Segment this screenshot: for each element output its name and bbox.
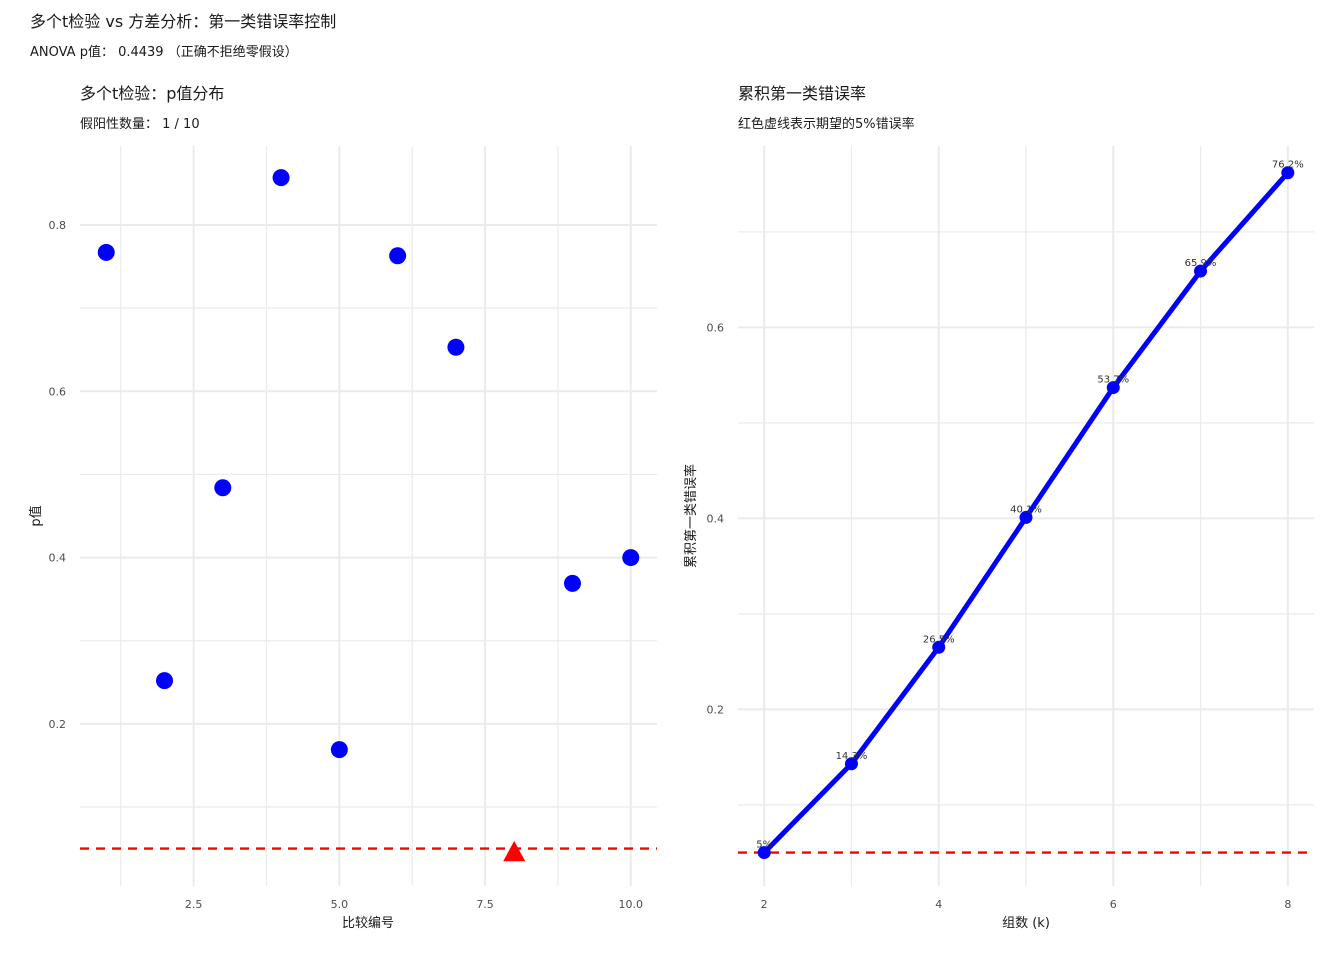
figure-title: 多个t检验 vs 方差分析：第一类错误率控制 bbox=[30, 12, 337, 31]
left-panel-pvalue-scatter: 多个t检验：p值分布 假阳性数量： 1 / 10 2.5 5.0 7.5 10.0 0.… bbox=[28, 84, 657, 931]
pvalue-point bbox=[272, 169, 290, 187]
right-x-axis-title: 组数 (k) bbox=[1002, 916, 1050, 931]
data-label: 53.7% bbox=[1097, 375, 1129, 386]
x-tick-label: 10.0 bbox=[619, 898, 644, 911]
y-tick-label: 0.4 bbox=[49, 552, 67, 565]
right-panel-title: 累积第一类错误率 bbox=[738, 84, 866, 103]
cumulative-error-point bbox=[1106, 381, 1120, 395]
y-tick-label: 0.2 bbox=[707, 703, 725, 716]
y-tick-label: 0.8 bbox=[49, 219, 67, 232]
figure-subtitle: ANOVA p值： 0.4439 （正确不拒绝零假设） bbox=[30, 45, 298, 60]
data-label: 40.1% bbox=[1010, 504, 1042, 515]
data-label: 26.5% bbox=[923, 634, 955, 645]
pvalue-point bbox=[156, 672, 174, 690]
cumulative-error-point bbox=[844, 757, 858, 771]
right-panel-cumulative-error: 累积第一类错误率 红色虚线表示期望的5%错误率 2 4 6 8 0.2 0.4 0.6 5%… bbox=[683, 84, 1314, 931]
pvalue-point bbox=[389, 247, 407, 265]
x-tick-label: 6 bbox=[1110, 898, 1117, 911]
x-tick-label: 2 bbox=[761, 898, 768, 911]
false-positive-triangle-point bbox=[503, 840, 526, 862]
right-panel-subtitle: 红色虚线表示期望的5%错误率 bbox=[738, 116, 915, 132]
left-panel-title: 多个t检验：p值分布 bbox=[80, 84, 224, 103]
data-label: 65.9% bbox=[1185, 258, 1217, 269]
y-tick-label: 0.6 bbox=[707, 321, 725, 334]
cumulative-error-point bbox=[1281, 166, 1295, 180]
right-y-axis-title: 累积第一类错误率 bbox=[683, 464, 699, 568]
pvalue-point bbox=[97, 243, 115, 261]
y-tick-label: 0.4 bbox=[707, 512, 725, 525]
cumulative-error-point bbox=[1019, 510, 1033, 524]
data-label: 76.2% bbox=[1272, 160, 1304, 171]
x-tick-label: 7.5 bbox=[476, 898, 494, 911]
pvalue-point bbox=[622, 549, 640, 567]
cumulative-error-point bbox=[1194, 264, 1208, 278]
cumulative-error-point bbox=[932, 640, 946, 654]
pvalue-point bbox=[447, 338, 465, 356]
x-tick-label: 2.5 bbox=[185, 898, 203, 911]
data-label: 5% bbox=[756, 840, 772, 851]
left-x-axis-title: 比较编号 bbox=[342, 916, 394, 931]
left-y-axis-title: p值 bbox=[28, 505, 44, 526]
x-tick-label: 5.0 bbox=[331, 898, 349, 911]
left-data-points bbox=[97, 169, 640, 862]
left-tick-labels: 2.5 5.0 7.5 10.0 0.2 0.4 0.6 0.8 bbox=[49, 219, 644, 911]
left-panel-subtitle: 假阳性数量： 1 / 10 bbox=[80, 117, 200, 132]
pvalue-point bbox=[563, 574, 581, 592]
right-tick-labels: 2 4 6 8 0.2 0.4 0.6 bbox=[707, 321, 1292, 911]
left-gridlines bbox=[80, 146, 657, 886]
data-label: 14.3% bbox=[836, 751, 868, 762]
y-tick-label: 0.2 bbox=[49, 718, 67, 731]
cumulative-error-point bbox=[757, 846, 771, 860]
x-tick-label: 4 bbox=[935, 898, 942, 911]
x-tick-label: 8 bbox=[1284, 898, 1291, 911]
pvalue-point bbox=[330, 741, 348, 759]
pvalue-point bbox=[214, 479, 232, 497]
y-tick-label: 0.6 bbox=[49, 385, 67, 398]
right-line-series: 5% 14.3% 26.5% 40.1% 53.7% 65.9% 76.2% bbox=[756, 160, 1304, 860]
